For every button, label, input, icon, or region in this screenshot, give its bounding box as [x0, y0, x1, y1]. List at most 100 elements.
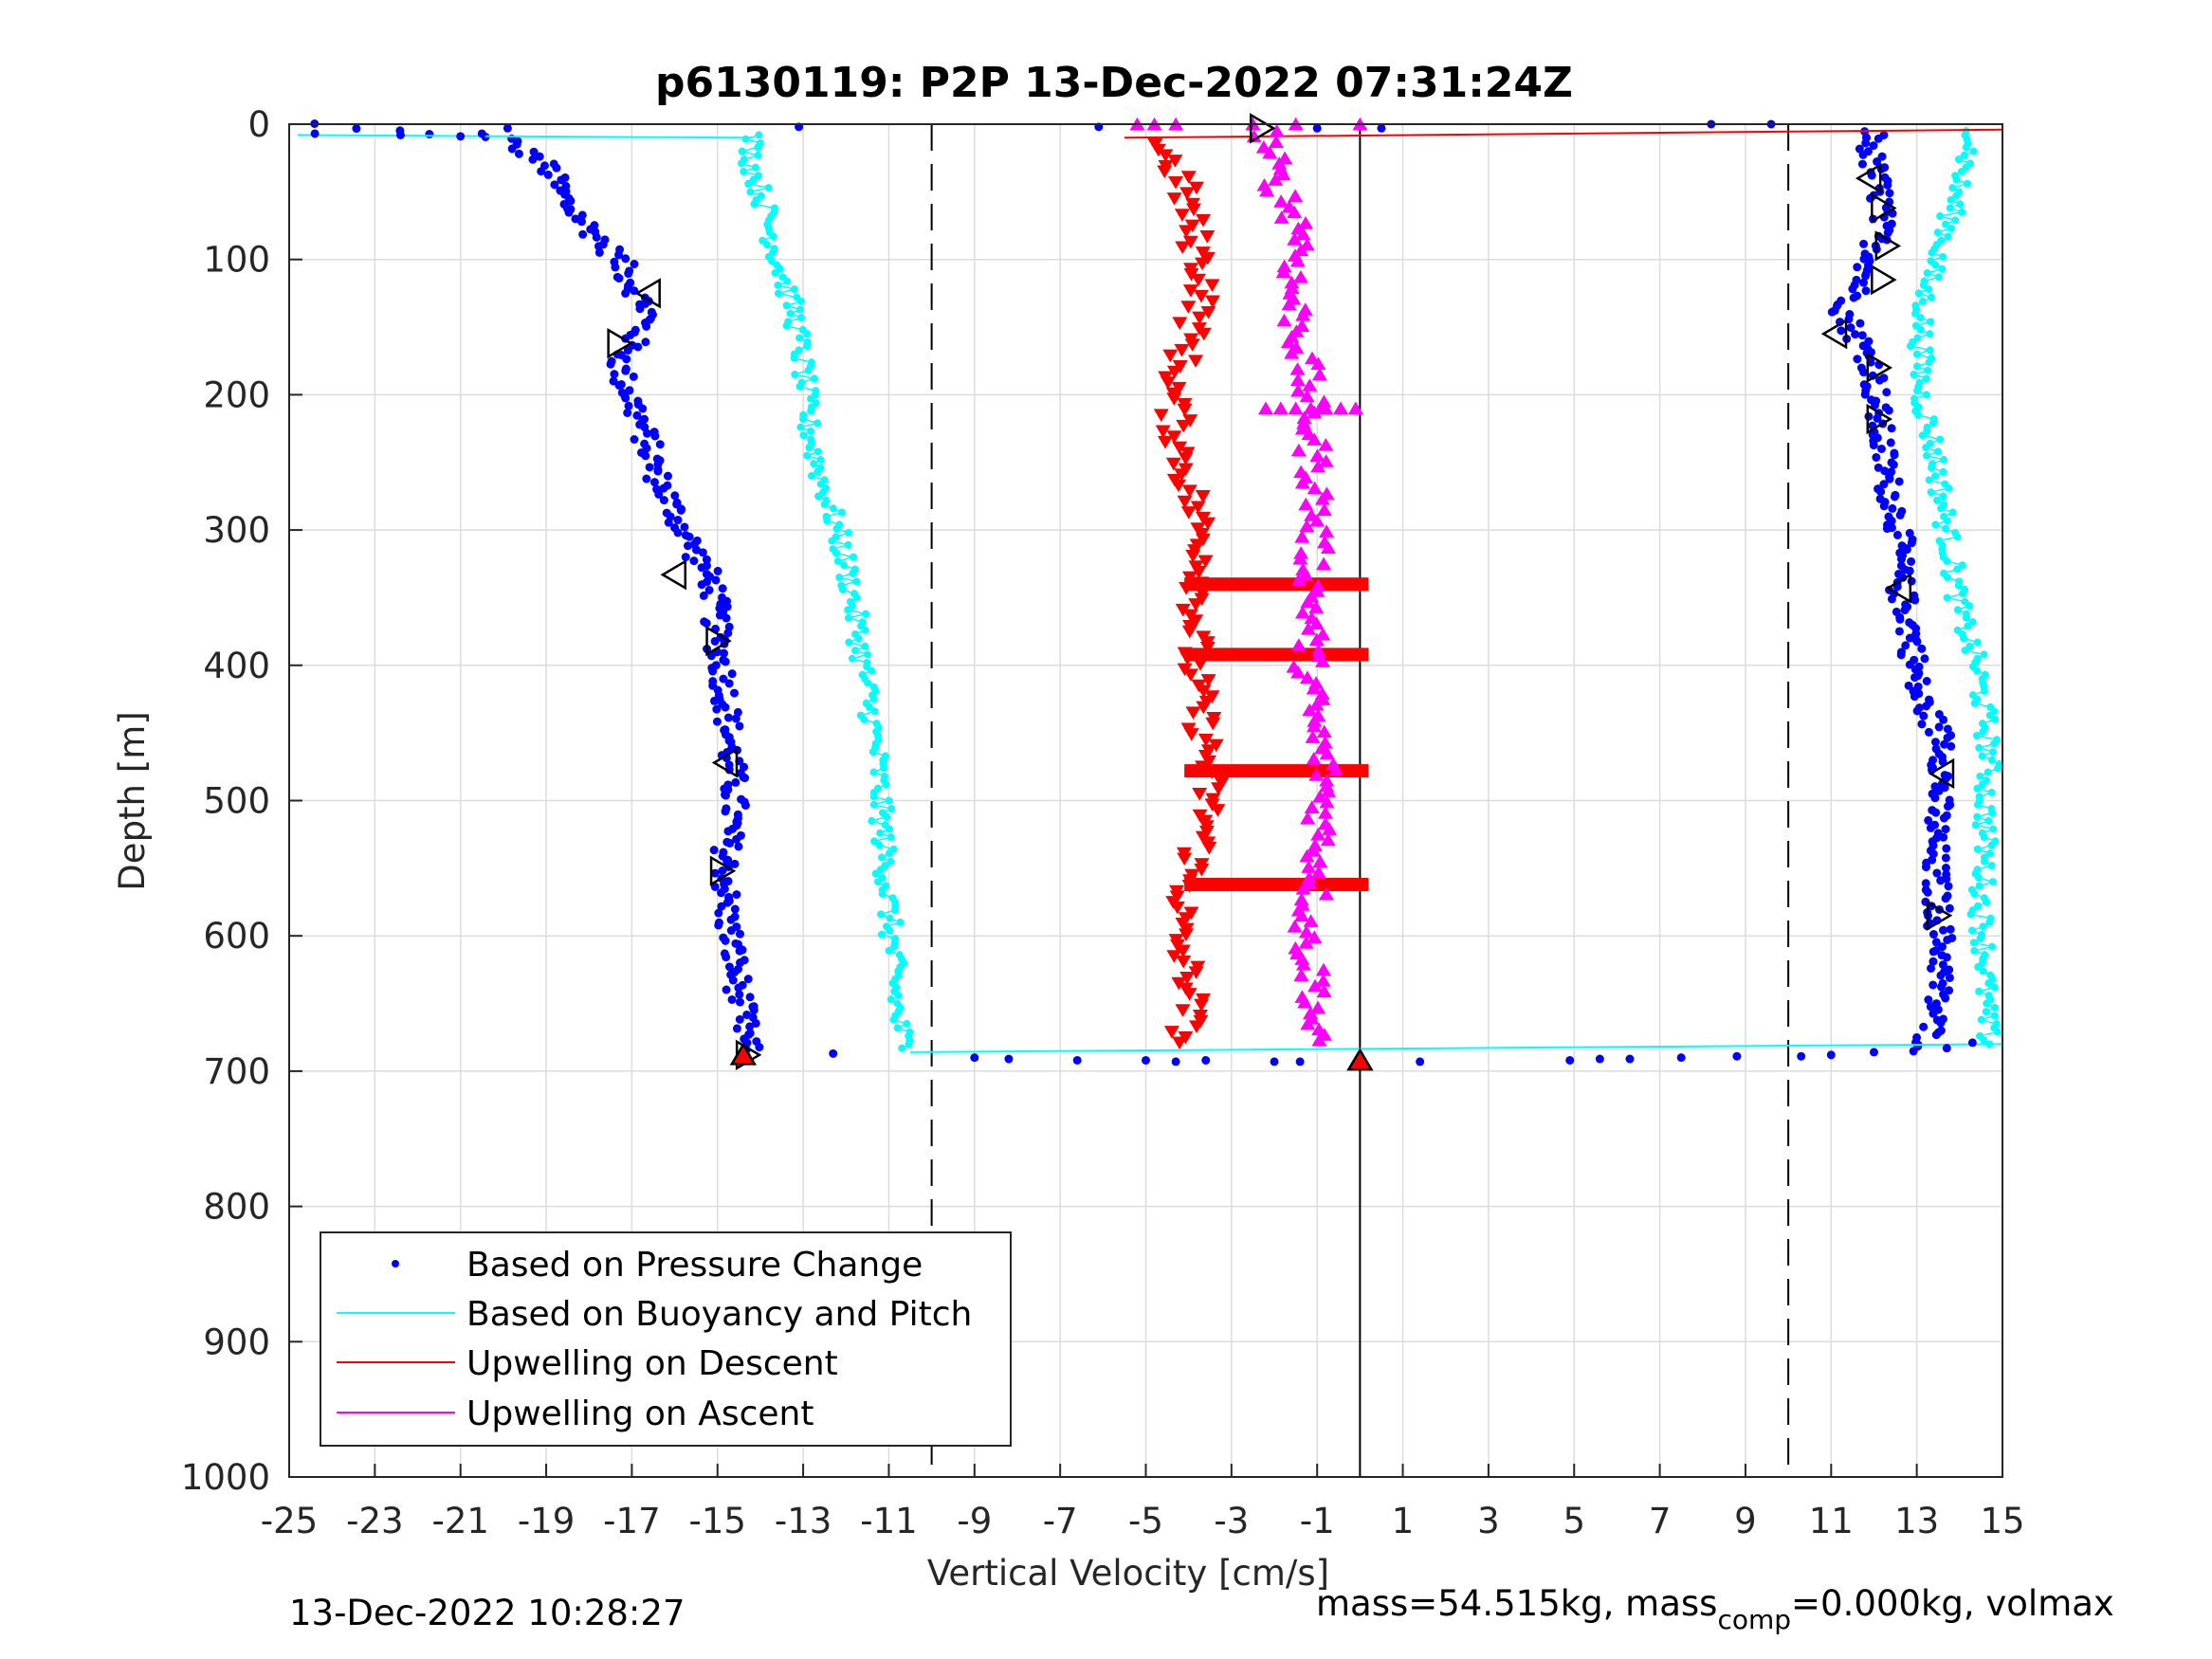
upwelling-descent-marker — [1190, 273, 1206, 287]
upwelling-descent-marker — [1168, 175, 1184, 190]
pressure-ascent-point — [1910, 673, 1920, 683]
buoyancy-ascent-point — [1993, 1028, 2002, 1036]
upwelling-ascent-marker — [1273, 210, 1289, 224]
y-tick-label: 0 — [247, 104, 270, 145]
buoyancy-descent-point — [829, 504, 837, 513]
footer-mass-rest: =0.000kg, volmax — [1791, 1583, 2114, 1624]
pressure-ascent-point — [1910, 692, 1919, 702]
upwelling-descent-band — [1184, 764, 1369, 778]
pressure-ascent-point — [1941, 853, 1950, 863]
upwelling-descent-marker — [1172, 1036, 1188, 1050]
upwelling-ascent-marker — [1288, 189, 1304, 203]
pressure-bottom-point — [970, 1053, 979, 1063]
buoyancy-ascent-point — [1983, 898, 1991, 906]
pressure-ascent-point — [1923, 887, 1932, 897]
buoyancy-ascent-point — [1987, 788, 1996, 796]
x-tick-label: -15 — [689, 1501, 746, 1541]
pressure-descent-point — [704, 585, 714, 594]
pressure-descent-point — [643, 428, 652, 438]
upwelling-ascent-marker — [1310, 827, 1326, 841]
upwelling-descent-marker — [1183, 267, 1199, 282]
pressure-descent-point — [594, 242, 603, 251]
upwelling-descent-marker — [1153, 409, 1169, 423]
pressure-ascent-point — [1848, 284, 1857, 294]
buoyancy-ascent-point — [1919, 281, 1928, 289]
pressure-ascent-point — [1877, 152, 1887, 161]
pressure-descent-point — [621, 366, 631, 375]
pressure-ascent-point — [1938, 960, 1947, 970]
pressure-descent-point — [659, 496, 668, 505]
buoyancy-descent-point — [744, 179, 753, 188]
buoyancy-ascent-point — [1979, 727, 1987, 736]
pressure-surface-point — [1377, 123, 1386, 133]
upwelling-descent-marker — [1204, 295, 1220, 309]
buoyancy-descent-point — [762, 241, 771, 249]
upwelling-ascent-marker — [1318, 437, 1334, 451]
buoyancy-ascent-point — [1948, 508, 1957, 517]
buoyancy-bottom-line — [910, 1043, 2003, 1053]
buoyancy-descent-point — [814, 419, 822, 428]
pressure-ascent-point — [1876, 487, 1886, 497]
x-tick-label: 15 — [1980, 1501, 2024, 1541]
buoyancy-ascent-point — [1926, 330, 1934, 338]
x-tick-label: 3 — [1477, 1501, 1500, 1541]
pressure-descent-point — [735, 946, 744, 956]
x-tick-label: 13 — [1894, 1501, 1939, 1541]
pressure-descent-point — [550, 180, 559, 190]
pressure-ascent-point — [1857, 331, 1867, 340]
buoyancy-ascent-point — [1990, 1003, 1999, 1012]
upwelling-descent-marker — [1150, 143, 1166, 157]
buoyancy-ascent-point — [1928, 464, 1936, 472]
buoyancy-descent-point — [898, 1044, 906, 1052]
buoyancy-descent-point — [870, 837, 879, 846]
pressure-ascent-point — [1941, 864, 1950, 873]
upwelling-ascent-marker — [1306, 844, 1322, 857]
upwelling-descent-marker — [1197, 733, 1214, 747]
pressure-descent-point — [664, 518, 673, 527]
pressure-ascent-point — [1887, 594, 1896, 604]
buoyancy-ascent-point — [1962, 613, 1970, 622]
pressure-ascent-point — [1883, 180, 1892, 190]
filled-triangle-marker — [729, 1042, 758, 1066]
upwelling-descent-marker — [1175, 241, 1191, 255]
buoyancy-descent-point — [850, 553, 858, 561]
pressure-descent-point — [749, 1005, 759, 1014]
pressure-ascent-point — [1941, 994, 1950, 1003]
upwelling-ascent-marker — [1299, 670, 1315, 684]
pressure-descent-point — [710, 636, 720, 646]
upwelling-descent-marker — [1178, 452, 1194, 465]
pressure-ascent-point — [1921, 879, 1930, 888]
buoyancy-ascent-point — [1952, 175, 1961, 184]
pressure-ascent-point — [1900, 606, 1910, 615]
upwelling-ascent-marker — [1314, 492, 1330, 505]
upwelling-ascent-marker — [1309, 513, 1325, 527]
buoyancy-descent-point — [877, 930, 886, 939]
x-tick-label: -11 — [860, 1501, 917, 1541]
pressure-descent-point — [622, 355, 631, 364]
pressure-descent-point — [624, 269, 633, 279]
buoyancy-descent-point — [814, 492, 823, 501]
upwelling-ascent-marker — [1302, 702, 1318, 717]
buoyancy-ascent-point — [1988, 809, 1997, 817]
pressure-ascent-point — [1901, 641, 1910, 650]
buoyancy-descent-point — [782, 301, 791, 310]
footer-mass-text: mass=54.515kg, mass — [1316, 1583, 1718, 1624]
buoyancy-descent-point — [782, 321, 791, 330]
x-tick-label: 9 — [1734, 1501, 1757, 1541]
pressure-descent-point — [592, 232, 601, 242]
pressure-ascent-point — [1907, 538, 1916, 548]
buoyancy-descent-point — [868, 748, 877, 757]
upwelling-ascent-marker — [1268, 135, 1284, 148]
buoyancy-descent-point — [790, 354, 798, 362]
pressure-descent-point — [630, 435, 639, 445]
buoyancy-ascent-point — [1914, 410, 1923, 419]
pressure-descent-point — [535, 152, 544, 161]
buoyancy-ascent-point — [1958, 561, 1966, 570]
pressure-ascent-point — [1882, 388, 1892, 397]
buoyancy-ascent-point — [1989, 739, 1998, 748]
pressure-descent-point — [717, 888, 726, 898]
upwelling-descent-marker — [1200, 674, 1216, 687]
buoyancy-descent-point — [832, 524, 841, 533]
pressure-surface-point — [395, 130, 405, 139]
upwelling-descent-marker — [1183, 728, 1199, 741]
